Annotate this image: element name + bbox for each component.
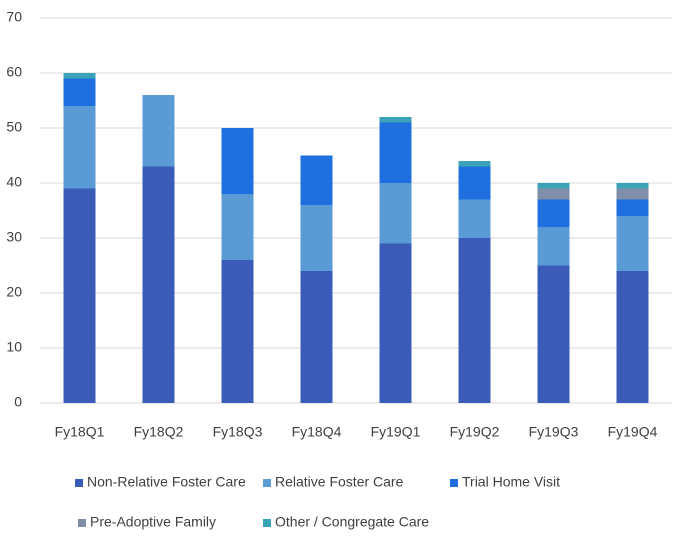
bar-segment: [537, 183, 570, 189]
bar-segment: [63, 188, 96, 403]
legend-label: Relative Foster Care: [275, 474, 404, 490]
bar-segment: [379, 243, 412, 403]
bar-segment: [300, 155, 333, 205]
bar-segment: [379, 117, 412, 123]
bar-segment: [616, 199, 649, 216]
bar-segment: [537, 265, 570, 403]
bar-segment: [379, 183, 412, 244]
bar-segment: [142, 95, 175, 167]
bar-segment: [300, 271, 333, 403]
y-tick-label: 10: [6, 339, 22, 355]
bar-segment: [537, 188, 570, 200]
bar-segment: [458, 166, 491, 200]
bar-segment: [537, 199, 570, 227]
x-tick-label: Fy18Q4: [292, 424, 342, 440]
bar-segment: [458, 238, 491, 403]
legend-label: Trial Home Visit: [462, 474, 560, 490]
bar-segment: [616, 271, 649, 403]
bar-segment: [221, 194, 254, 260]
bar-segment: [221, 128, 254, 194]
legend-swatch: [78, 519, 86, 527]
bar-segment: [300, 205, 333, 271]
bar-segment: [458, 199, 491, 238]
x-tick-label: Fy19Q4: [608, 424, 658, 440]
y-tick-label: 0: [14, 394, 22, 410]
bar-segment: [63, 106, 96, 189]
legend-label: Pre-Adoptive Family: [90, 514, 216, 530]
bar-segment: [537, 227, 570, 266]
bar-segment: [458, 161, 491, 167]
bar-segment: [63, 78, 96, 106]
bar-segment: [616, 183, 649, 189]
y-tick-label: 40: [6, 174, 22, 190]
bar-segment: [142, 166, 175, 403]
x-tick-label: Fy18Q2: [134, 424, 184, 440]
x-tick-label: Fy19Q3: [529, 424, 579, 440]
y-tick-label: 30: [6, 229, 22, 245]
legend-label: Non-Relative Foster Care: [87, 474, 246, 490]
legend-swatch: [450, 479, 458, 487]
x-tick-label: Fy18Q3: [213, 424, 263, 440]
legend-label: Other / Congregate Care: [275, 514, 429, 530]
bar-segment: [379, 122, 412, 183]
bar-segment: [616, 188, 649, 200]
x-tick-label: Fy19Q2: [450, 424, 500, 440]
x-tick-label: Fy19Q1: [371, 424, 421, 440]
legend-swatch: [75, 479, 83, 487]
legend-swatch: [263, 519, 271, 527]
x-tick-label: Fy18Q1: [55, 424, 105, 440]
bar-segment: [63, 73, 96, 79]
bar-segment: [616, 216, 649, 271]
y-tick-label: 60: [6, 64, 22, 80]
bar-segment: [221, 260, 254, 403]
y-tick-label: 70: [6, 9, 22, 25]
y-tick-label: 20: [6, 284, 22, 300]
y-tick-label: 50: [6, 119, 22, 135]
legend-swatch: [263, 479, 271, 487]
